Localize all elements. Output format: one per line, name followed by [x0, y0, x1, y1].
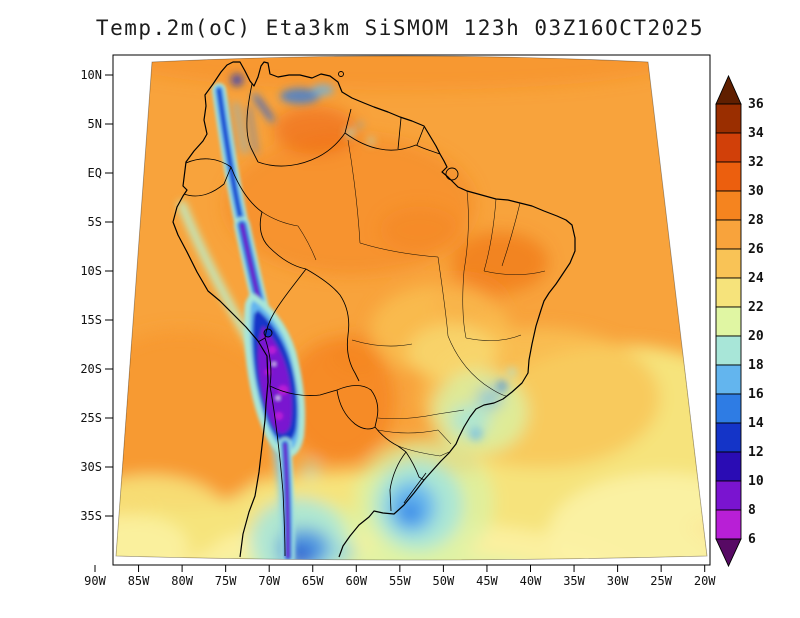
colorbar-label: 34 — [748, 126, 764, 141]
longitude-axis: 90W 85W 80W 75W 70W 65W 60W 55W 50W 45W 40W 35W 30W 2… — [84, 565, 716, 588]
lon-tick-label: 20W — [694, 574, 716, 588]
colorbar-segment — [715, 306, 742, 337]
colorbar-label: 30 — [748, 184, 764, 199]
colorbar-label: 20 — [748, 329, 764, 344]
colorbar-top-arrow — [715, 74, 742, 105]
colorbar-label: 32 — [748, 155, 764, 170]
lon-tick-label: 35W — [563, 574, 585, 588]
lon-tick-label: 60W — [345, 574, 367, 588]
colorbar-segment — [715, 248, 742, 279]
temperature-field — [116, 56, 707, 560]
lon-tick-label: 80W — [171, 574, 193, 588]
colorbar-label: 26 — [748, 242, 764, 257]
lon-tick-label: 75W — [215, 574, 237, 588]
colorbar-segment — [715, 480, 742, 511]
temperature-colorbar: 36 34 32 30 28 26 24 22 20 18 16 14 12 10 8 6 — [715, 74, 764, 568]
colorbar-segment — [715, 422, 742, 453]
colorbar-segment — [715, 219, 742, 250]
lon-tick-label: 65W — [302, 574, 324, 588]
lon-tick-label: 70W — [258, 574, 280, 588]
chart-title: Temp.2m(oC) Eta3km SiSMOM 123h 03Z16OCT2… — [95, 16, 705, 40]
colorbar-label: 8 — [748, 503, 756, 518]
lat-tick-label: 5N — [88, 117, 102, 131]
lat-tick-label: 10N — [80, 68, 102, 82]
colorbar-segment — [715, 161, 742, 192]
colorbar-label: 14 — [748, 416, 764, 431]
lat-tick-label: 35S — [80, 509, 102, 523]
lon-tick-label: 40W — [520, 574, 542, 588]
lon-tick-label: 90W — [84, 574, 106, 588]
broad-temperature-blobs — [116, 56, 707, 560]
colorbar-segment — [715, 103, 742, 134]
latitude-axis: 10N 5N EQ 5S 10S 15S 20S 25S 30S 35S — [80, 68, 113, 523]
marajo-island-outline — [445, 167, 459, 181]
colorbar-bottom-arrow — [715, 538, 742, 568]
colorbar-segment — [715, 509, 742, 540]
colorbar-label: 6 — [748, 532, 756, 547]
colorbar-segment — [715, 190, 742, 221]
lat-tick-label: EQ — [88, 166, 102, 180]
colorbar-label: 24 — [748, 271, 764, 286]
colorbar-label: 22 — [748, 300, 764, 315]
plot-frame — [112, 54, 711, 566]
colorbar-label: 12 — [748, 445, 764, 460]
colorbar-segment — [715, 335, 742, 366]
lat-tick-label: 5S — [88, 215, 102, 229]
lat-tick-label: 30S — [80, 460, 102, 474]
lagoon-outline — [403, 472, 427, 504]
colorbar-label: 28 — [748, 213, 764, 228]
andes-cold-stripe — [212, 83, 306, 560]
domain-boundary — [115, 55, 708, 561]
colorbar-segment — [715, 364, 742, 395]
colorbar-segment — [715, 132, 742, 163]
colorbar-label: 16 — [748, 387, 764, 402]
lon-tick-label: 30W — [607, 574, 629, 588]
trinidad-island-outline — [338, 71, 344, 77]
colorbar-segment — [715, 277, 742, 308]
colorbar-segment — [715, 393, 742, 424]
lon-tick-label: 25W — [650, 574, 672, 588]
lon-tick-label: 55W — [389, 574, 411, 588]
lon-tick-label: 50W — [433, 574, 455, 588]
lon-tick-label: 85W — [128, 574, 150, 588]
lat-tick-label: 10S — [80, 264, 102, 278]
colorbar-label: 36 — [748, 97, 764, 112]
colorbar-label: 18 — [748, 358, 764, 373]
lon-tick-label: 45W — [476, 574, 498, 588]
lat-tick-label: 15S — [80, 313, 102, 327]
country-borders — [183, 83, 441, 557]
state-borders — [261, 139, 546, 457]
lat-tick-label: 25S — [80, 411, 102, 425]
colorbar-label: 10 — [748, 474, 764, 489]
colorbar-segment — [715, 451, 742, 482]
lat-tick-label: 20S — [80, 362, 102, 376]
